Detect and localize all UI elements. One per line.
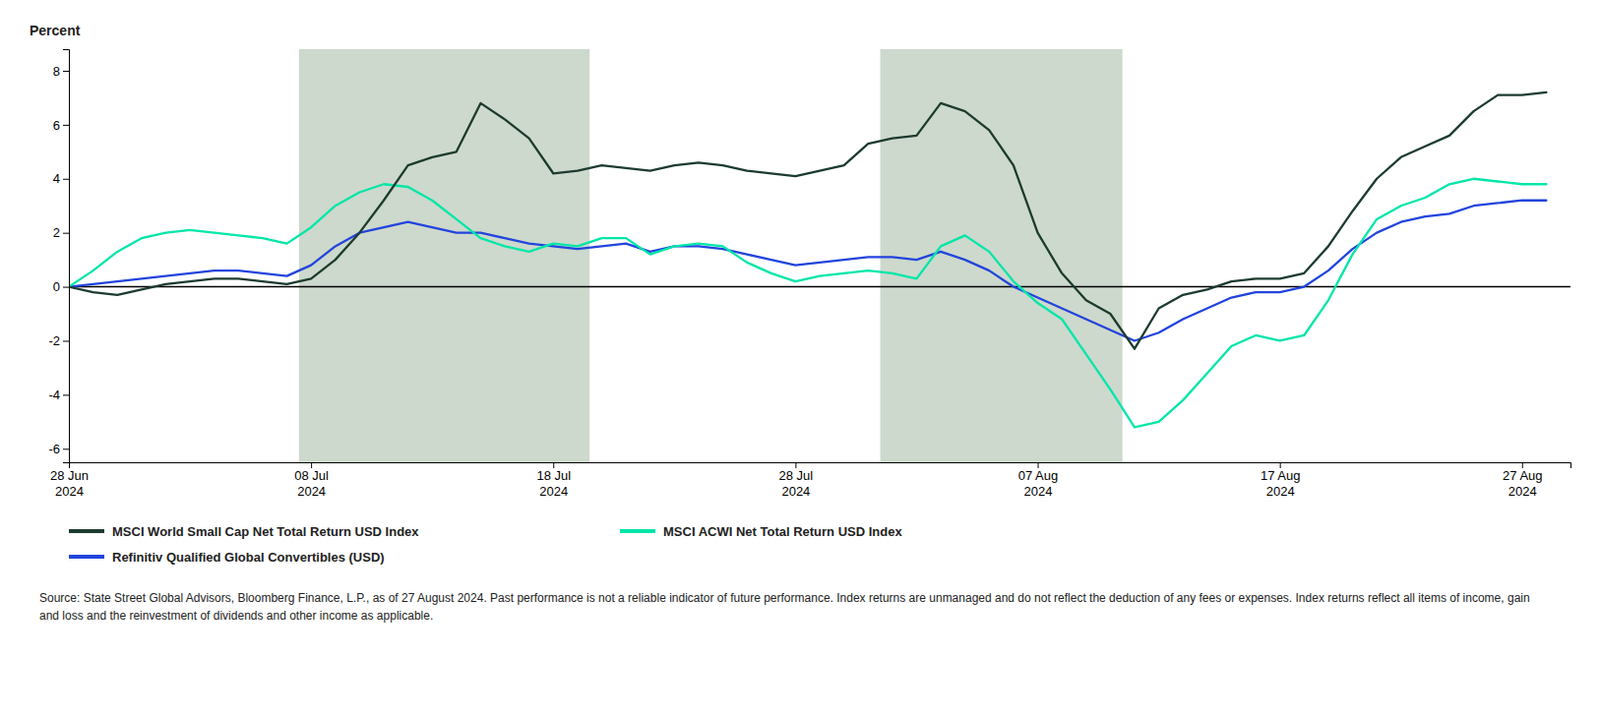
y-tick: -2: [48, 333, 69, 349]
legend-swatch: [619, 529, 656, 534]
x-tick-mark: [1038, 462, 1040, 469]
y-tick: 4: [53, 171, 69, 186]
legend-item: MSCI ACWI Net Total Return USD Index: [619, 524, 903, 540]
y-tick-label: -6: [48, 441, 61, 457]
x-tick-mark: [310, 462, 312, 469]
legend-swatch: [68, 529, 105, 534]
y-tick-label: 0: [53, 279, 61, 295]
y-tick: 6: [53, 118, 69, 133]
x-tick-label-line: 28 Jun: [50, 468, 89, 484]
y-tick-label: -2: [48, 333, 61, 349]
legend-label: Refinitiv Qualified Global Convertibles …: [112, 550, 385, 565]
x-tick-mark: [1522, 462, 1524, 469]
y-tick-mark: [62, 179, 69, 181]
x-tick: 08 Jul2024: [294, 462, 329, 499]
x-tick-label-line: 08 Jul: [294, 468, 329, 484]
legend-label: MSCI World Small Cap Net Total Return US…: [112, 524, 420, 540]
x-tick-label-line: 2024: [55, 484, 84, 499]
y-tick: 0: [53, 279, 69, 295]
legend-item: MSCI World Small Cap Net Total Return US…: [68, 524, 420, 540]
x-axis: 28 Jun202408 Jul202418 Jul202428 Jul2024…: [50, 462, 1572, 499]
y-tick-mark: [62, 448, 69, 450]
y-tick-label: 4: [53, 171, 61, 186]
x-tick-label-line: 17 Aug: [1260, 468, 1301, 484]
x-tick: 18 Jul2024: [536, 462, 571, 499]
x-tick-mark: [1280, 462, 1282, 469]
y-tick: -6: [48, 441, 69, 457]
x-tick-label: 28 Jul2024: [779, 468, 814, 499]
y-tick-label: 8: [53, 63, 61, 79]
y-tick-label: 2: [53, 225, 61, 241]
legend: MSCI World Small Cap Net Total Return US…: [68, 524, 903, 565]
x-tick-label-line: 2024: [1508, 484, 1538, 499]
y-tick-mark: [62, 233, 69, 235]
y-tick-label: -4: [48, 387, 61, 403]
series-line: [68, 92, 1546, 350]
x-tick-label-line: 18 Jul: [536, 468, 571, 484]
x-tick-label: 28 Jun2024: [50, 468, 89, 499]
x-tick-label-line: 2024: [781, 484, 810, 499]
x-tick-label-line: 2024: [1266, 484, 1295, 499]
x-tick: 28 Jun2024: [50, 462, 89, 499]
x-tick-label-line: 2024: [1024, 484, 1053, 499]
y-axis: -6 -4 -2 0 2 4 6 8: [48, 50, 69, 464]
y-tick-mark: [62, 394, 69, 396]
x-tick: 27 Aug2024: [1502, 462, 1543, 499]
x-tick-label-line: 28 Jul: [779, 468, 814, 484]
footnote: Source: State Street Global Advisors, Bl…: [39, 591, 1531, 623]
x-tick: 28 Jul2024: [779, 462, 814, 499]
y-axis-label: Percent: [29, 22, 81, 39]
y-tick: -4: [48, 387, 69, 403]
x-tick: 07 Aug2024: [1018, 462, 1059, 499]
y-tick-mark: [62, 70, 69, 72]
chart: -6-4-20246828 Jun202408 Jul202418 Jul202…: [0, 0, 1600, 718]
y-tick: 8: [53, 63, 69, 79]
x-tick-label: 18 Jul2024: [536, 468, 571, 499]
x-tick-label-line: 07 Aug: [1018, 468, 1059, 484]
y-tick-mark: [62, 287, 69, 289]
plot-area: [68, 49, 1571, 463]
footnote-line: and loss and the reinvestment of dividen…: [39, 609, 433, 623]
x-tick-mark: [68, 462, 70, 469]
zero-line: [68, 286, 1571, 288]
y-tick: 2: [53, 225, 69, 241]
y-tick-label: 6: [53, 118, 61, 133]
x-tick-label: 08 Jul2024: [294, 468, 329, 499]
x-tick-label-line: 2024: [539, 484, 568, 499]
x-tick-label-line: 27 Aug: [1502, 468, 1543, 484]
y-tick-mark: [62, 340, 69, 342]
x-tick-label-line: 2024: [297, 484, 326, 499]
legend-swatch: [68, 554, 105, 559]
x-tick-mark: [795, 462, 797, 469]
shaded-region: [880, 49, 1123, 463]
series-line: [68, 179, 1546, 429]
x-axis-line: [69, 463, 1572, 470]
footnote-line: Source: State Street Global Advisors, Bl…: [39, 591, 1531, 606]
legend-label: MSCI ACWI Net Total Return USD Index: [663, 524, 903, 540]
x-tick-mark: [553, 462, 554, 469]
y-tick-mark: [62, 124, 69, 126]
legend-item: Refinitiv Qualified Global Convertibles …: [68, 550, 385, 565]
shaded-region: [299, 49, 590, 463]
x-tick-label: 27 Aug2024: [1502, 468, 1543, 499]
x-tick-label: 17 Aug2024: [1260, 468, 1301, 499]
series-line: [68, 200, 1546, 342]
y-axis-line: [62, 50, 70, 464]
x-tick-label: 07 Aug2024: [1018, 468, 1059, 499]
x-tick: 17 Aug2024: [1260, 462, 1301, 499]
